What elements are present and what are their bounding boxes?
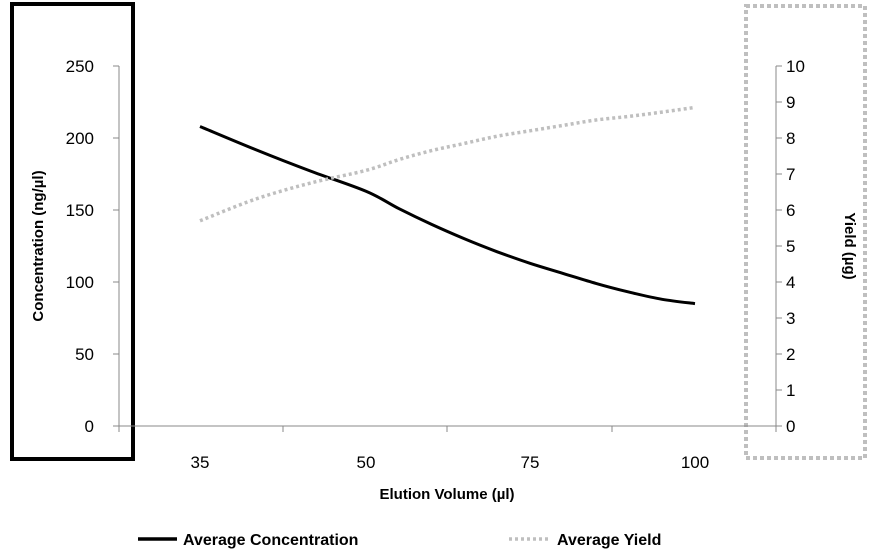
right-tick-label: 1	[786, 381, 795, 400]
x-tick-label: 35	[191, 453, 210, 472]
legend-label-concentration: Average Concentration	[183, 532, 358, 549]
left-tick-label: 150	[66, 201, 94, 220]
right-tick-label: 7	[786, 165, 795, 184]
right-tick-label: 9	[786, 93, 795, 112]
right-tick-label: 6	[786, 201, 795, 220]
right-tick-label: 3	[786, 309, 795, 328]
right-tick-label: 10	[786, 57, 805, 76]
x-tick-label: 50	[357, 453, 376, 472]
left-axis-highlight-box	[10, 2, 135, 461]
right-tick-label: 2	[786, 345, 795, 364]
x-axis-title: Elution Volume (µl)	[379, 486, 514, 503]
x-tick-label: 75	[521, 453, 540, 472]
right-y-ticks: 0 1 2 3 4 5 6 7 8 9 10	[776, 57, 805, 436]
right-tick-label: 8	[786, 129, 795, 148]
left-tick-label: 200	[66, 129, 94, 148]
left-y-ticks: 0 50 100 150 200 250	[66, 57, 119, 436]
legend: Average Concentration Average Yield	[138, 532, 661, 549]
right-tick-label: 0	[786, 417, 795, 436]
left-tick-label: 0	[85, 417, 94, 436]
left-tick-label: 100	[66, 273, 94, 292]
left-tick-label: 50	[75, 345, 94, 364]
series-line-yield	[199, 105, 696, 223]
right-tick-label: 4	[786, 273, 795, 292]
series-line-concentration	[199, 125, 696, 306]
x-tick-label: 100	[681, 453, 709, 472]
legend-label-yield: Average Yield	[557, 532, 661, 549]
right-tick-label: 5	[786, 237, 795, 256]
series-layer	[199, 105, 696, 306]
right-y-axis-title: Yield (µg)	[841, 212, 858, 279]
left-y-axis-title: Concentration (ng/µl)	[30, 170, 47, 321]
right-axis-highlight-box	[744, 4, 867, 460]
x-ticks: 35 50 75 100	[118, 426, 777, 472]
left-tick-label: 250	[66, 57, 94, 76]
